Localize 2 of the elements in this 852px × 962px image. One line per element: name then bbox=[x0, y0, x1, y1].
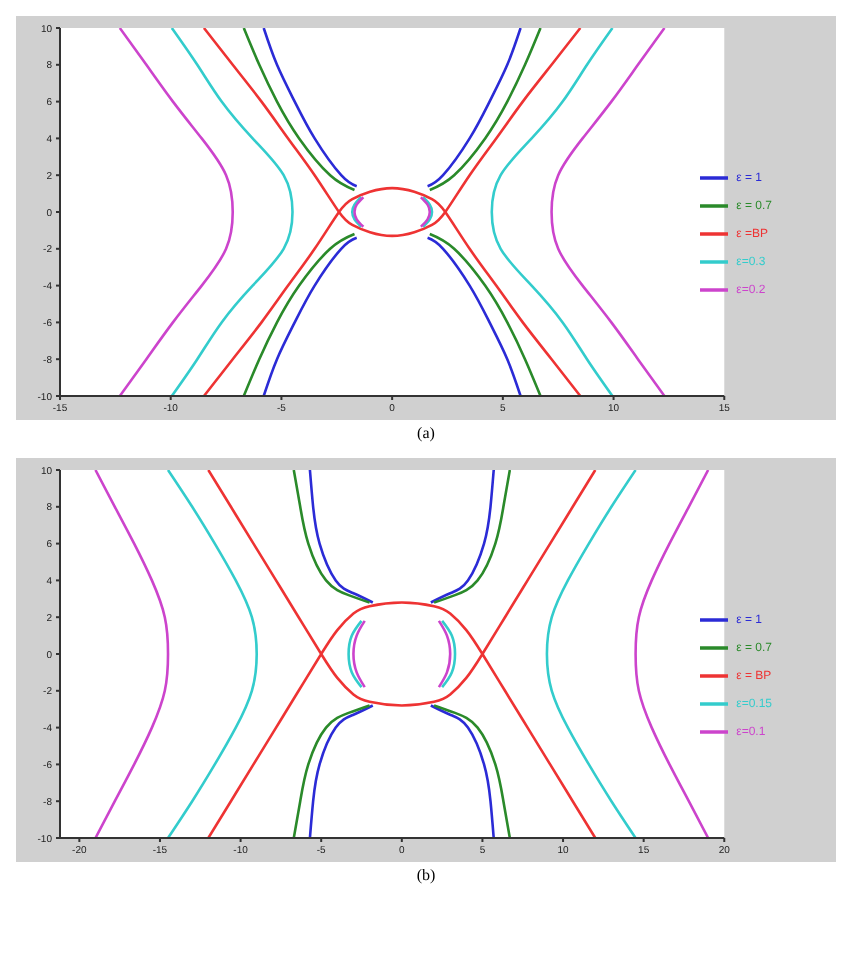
text: (b) bbox=[416, 866, 436, 884]
text: (a) bbox=[417, 424, 435, 442]
